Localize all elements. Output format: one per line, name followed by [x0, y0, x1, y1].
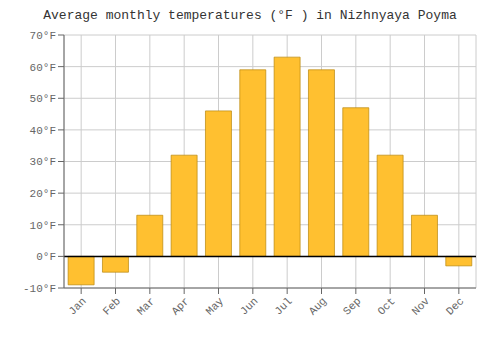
svg-text:Mar: Mar: [135, 295, 157, 317]
svg-text:40°F: 40°F: [30, 125, 56, 137]
svg-text:50°F: 50°F: [30, 93, 56, 105]
html-text:Average monthly temperatures (: Average monthly temperatures (°F ) in Ni…: [43, 8, 457, 23]
svg-text:Oct: Oct: [375, 295, 397, 317]
svg-text:Sep: Sep: [341, 295, 363, 317]
svg-text:Jul: Jul: [272, 295, 294, 317]
svg-text:Jan: Jan: [66, 295, 88, 317]
svg-text:0°F: 0°F: [36, 251, 56, 263]
svg-text:60°F: 60°F: [30, 62, 56, 74]
svg-text:May: May: [204, 295, 227, 318]
svg-text:70°F: 70°F: [30, 30, 56, 42]
svg-text:Dec: Dec: [444, 295, 466, 317]
svg-text:Jun: Jun: [238, 295, 260, 317]
svg-text:Apr: Apr: [169, 295, 191, 317]
svg-text:Aug: Aug: [307, 295, 329, 317]
svg-text:30°F: 30°F: [30, 156, 56, 168]
svg-text:10°F: 10°F: [30, 220, 56, 232]
svg-text:-10°F: -10°F: [23, 283, 56, 295]
svg-text:20°F: 20°F: [30, 188, 56, 200]
svg-text:Feb: Feb: [101, 295, 123, 317]
svg-text:Nov: Nov: [410, 295, 433, 318]
